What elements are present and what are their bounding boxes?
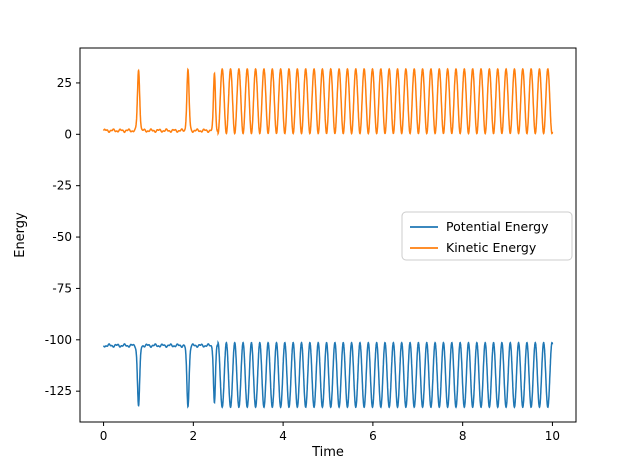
y-tick-label: -50: [52, 230, 72, 244]
y-tick-label: -25: [52, 179, 72, 193]
kinetic-energy-line: [102, 67, 554, 137]
legend: Potential Energy Kinetic Energy: [401, 211, 573, 261]
x-tick-label: 4: [279, 429, 287, 443]
x-tick-label: 2: [190, 429, 198, 443]
y-tick-label: -125: [45, 384, 72, 398]
x-axis-label: Time: [311, 445, 344, 460]
potential-energy-line: [102, 339, 554, 409]
x-tick-label: 8: [459, 429, 467, 443]
y-tick-label: 25: [57, 76, 72, 90]
legend-entry-label: Potential Energy: [446, 219, 549, 234]
y-tick-label: 0: [64, 127, 72, 141]
legend-box: [401, 211, 573, 261]
y-axis-label: Energy: [13, 212, 28, 258]
x-tick-label: 10: [545, 429, 560, 443]
y-tick-label: -75: [52, 281, 72, 295]
x-tick-label: 0: [100, 429, 108, 443]
y-tick-label: -100: [45, 333, 72, 347]
x-tick-label: 6: [369, 429, 377, 443]
legend-entry-label: Kinetic Energy: [446, 240, 537, 255]
